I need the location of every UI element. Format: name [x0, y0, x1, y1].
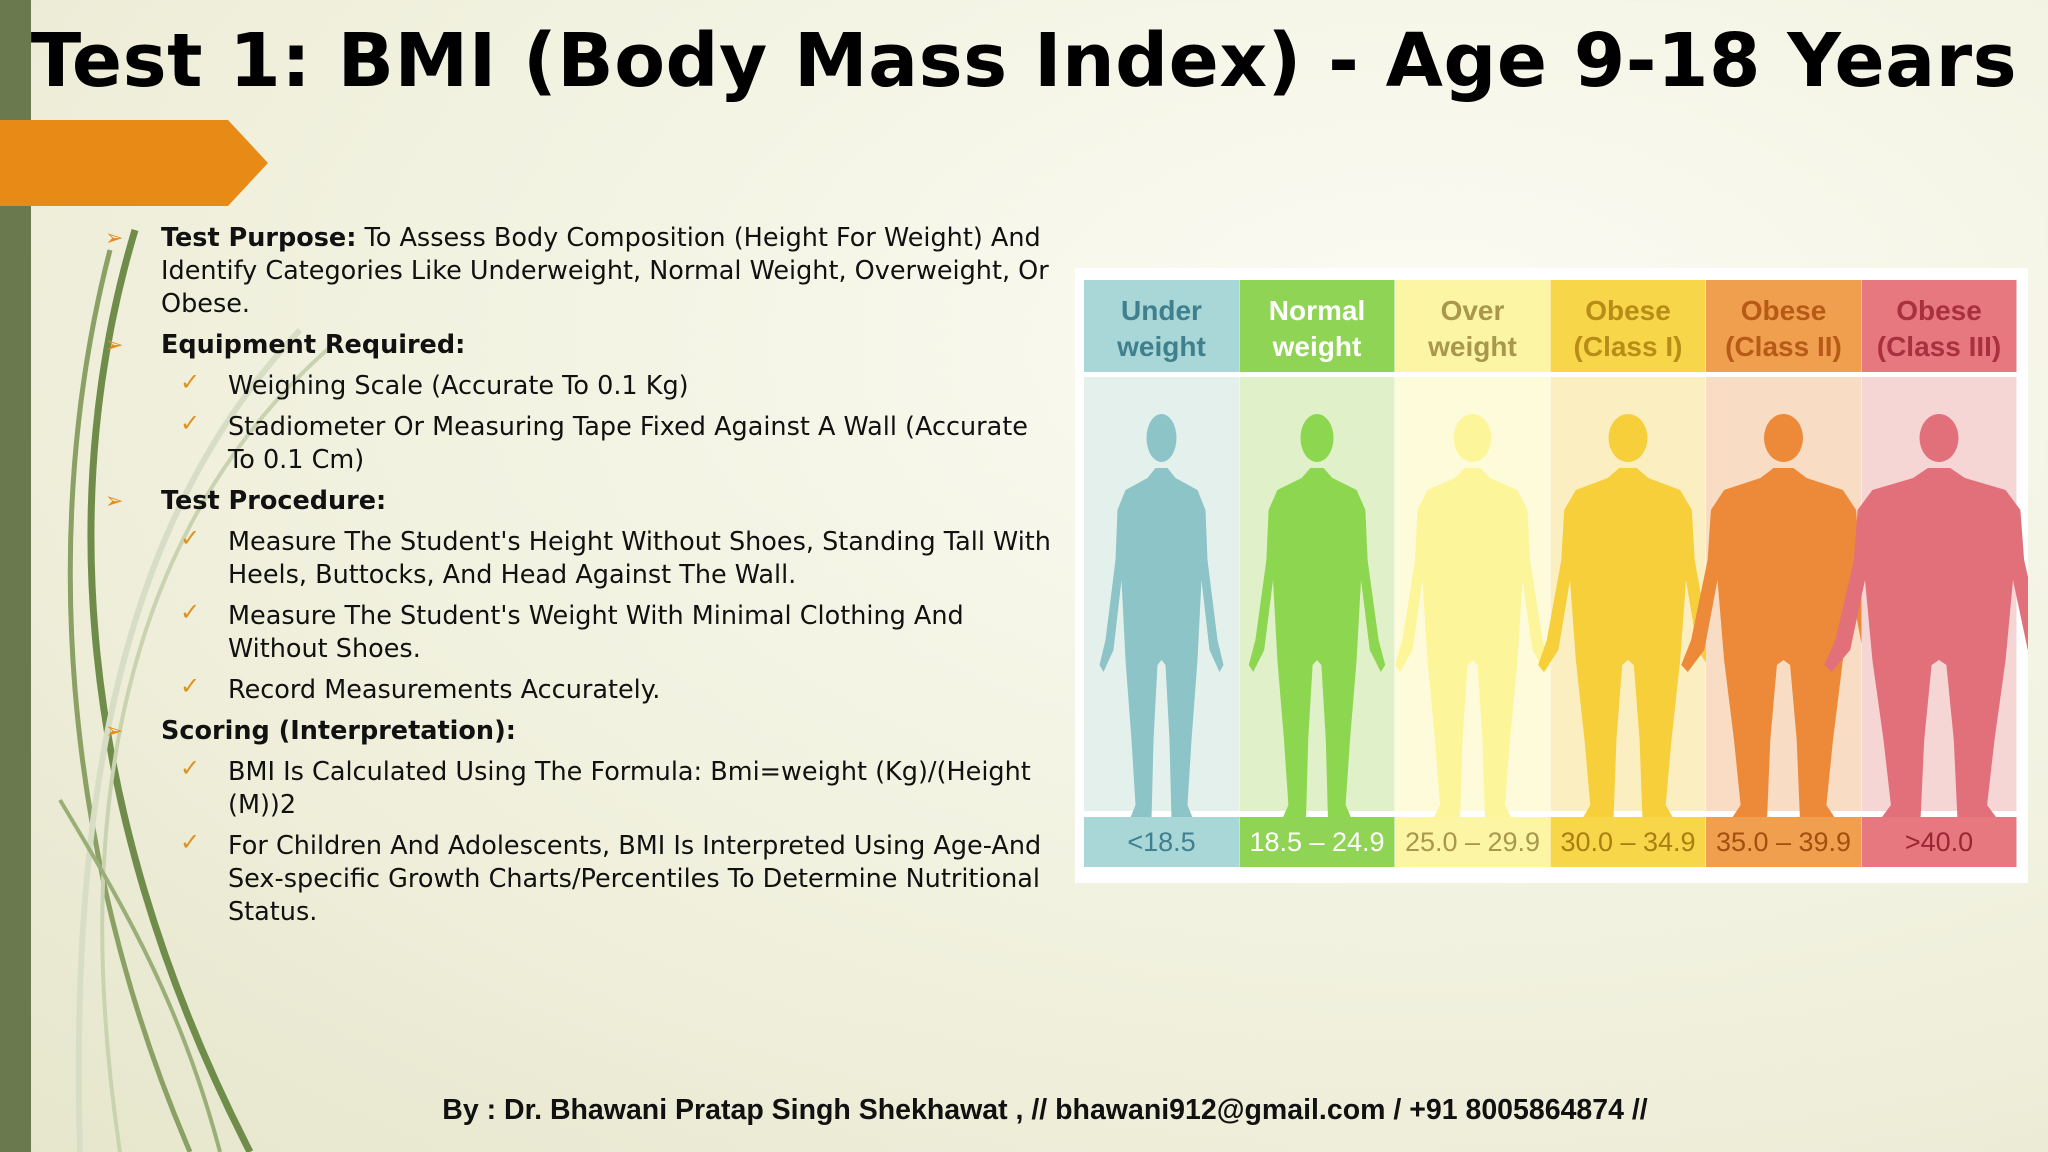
check-mark: ✓ [180, 368, 201, 396]
range-label: 18.5 – 24.9 [1249, 827, 1384, 857]
range-box [1395, 817, 1550, 867]
body-head [1300, 414, 1334, 462]
column-header [1550, 280, 1706, 372]
column-label: Under [1121, 295, 1202, 326]
body-silhouette [1538, 468, 1718, 820]
list-item: ✓ Measure The Student's Weight With Minim… [180, 598, 1061, 666]
column-label: Obese [1896, 295, 1982, 326]
section: ➢ Scoring (Interpretation): ✓ BMI Is Calcul… [105, 715, 1061, 929]
check-mark: ✓ [180, 672, 201, 700]
section: ➢ Test Purpose: To Assess Body Compositio… [105, 222, 1061, 321]
bullet-arrow: ➢ [105, 489, 124, 514]
column-label: weight [1272, 331, 1362, 362]
bmi-chart: Under weight <18.5 Normal weight 18.5 – 24.9 O… [1075, 268, 2028, 883]
column-header [1239, 280, 1395, 372]
bmi-column: Obese (Class I) 30.0 – 34.9 [1538, 280, 1718, 867]
column-label: (Class III) [1877, 331, 2001, 362]
list-item: ✓ Measure The Student's Height Without Sh… [180, 524, 1061, 592]
bullet-arrow: ➢ [105, 719, 124, 744]
decoration [58, 228, 330, 1152]
column-label: Obese [1585, 295, 1671, 326]
body-head [1453, 414, 1492, 462]
section-label: Test Procedure: [161, 486, 387, 516]
range-box [1861, 817, 2017, 867]
list-item: ✓ BMI Is Calculated Using The Formula: Bm… [180, 754, 1061, 822]
column-label: Over [1441, 295, 1505, 326]
accent-arrow [0, 120, 268, 206]
item-text: Measure The Student's Weight With Minima… [228, 601, 964, 664]
column-label: Obese [1741, 295, 1827, 326]
item-text: Weighing Scale (Accurate To 0.1 Kg) [228, 371, 689, 401]
body-silhouette [1099, 468, 1224, 820]
list-item: ✓ Weighing Scale (Accurate To 0.1 Kg) [180, 368, 1061, 403]
body-head [1608, 414, 1648, 462]
range-box [1084, 817, 1239, 867]
check-mark: ✓ [180, 409, 201, 437]
check-mark: ✓ [180, 754, 201, 782]
range-label: 35.0 – 39.9 [1716, 827, 1851, 857]
column-label: Normal [1269, 295, 1365, 326]
column-label: weight [1116, 331, 1206, 362]
footer: By : Dr. Bhawani Pratap Singh Shekhawat … [442, 1094, 1648, 1126]
bmi-column: Over weight 25.0 – 29.9 [1395, 280, 1550, 867]
check-mark: ✓ [180, 598, 201, 626]
item-text: BMI Is Calculated Using The Formula: Bmi… [228, 757, 1031, 820]
body-silhouette [1681, 468, 1886, 820]
item-text: Record Measurements Accurately. [228, 675, 661, 705]
check-mark: ✓ [180, 828, 201, 856]
section-text: To Assess Body Composition (Height For W… [161, 223, 1049, 319]
column-label: (Class I) [1574, 331, 1683, 362]
body-silhouette [1824, 468, 2028, 820]
bullet-arrow: ➢ [105, 226, 124, 251]
content: ➢ Test Purpose: To Assess Body Compositio… [105, 222, 1061, 937]
column-header [1861, 280, 2017, 372]
bmi-column: Obese (Class II) 35.0 – 39.9 [1681, 280, 1886, 867]
column-label: weight [1427, 331, 1517, 362]
range-label: 30.0 – 34.9 [1560, 827, 1695, 857]
body-head [1764, 414, 1803, 462]
section: ➢ Test Procedure: ✓ Measure The Student's H… [105, 485, 1061, 707]
section-label: Equipment Required: [161, 330, 466, 360]
title: Test 1: BMI (Body Mass Index) - Age 9-18… [30, 18, 2018, 104]
range-box [1706, 817, 1861, 867]
list-item: ✓ Stadiometer Or Measuring Tape Fixed Aga… [180, 409, 1061, 477]
bullet-arrow: ➢ [105, 333, 124, 358]
range-label: 25.0 – 29.9 [1405, 827, 1540, 857]
column-header [1395, 280, 1550, 372]
list-item: ✓ Record Measurements Accurately. [180, 672, 1061, 707]
column-header [1084, 280, 1239, 372]
range-box [1239, 817, 1395, 867]
item-text: Stadiometer Or Measuring Tape Fixed Agai… [228, 412, 1028, 475]
body-silhouette [1248, 468, 1386, 820]
check-mark: ✓ [180, 524, 201, 552]
bmi-column: Obese (Class III) >40.0 [1824, 280, 2028, 867]
range-box [1550, 817, 1706, 867]
column-label: (Class II) [1725, 331, 1842, 362]
range-label: >40.0 [1905, 827, 1973, 857]
body-head [1919, 414, 1959, 462]
section: ➢ Equipment Required: ✓ Weighing Scale (Acc… [105, 329, 1061, 477]
body-head [1146, 414, 1177, 462]
item-text: For Children And Adolescents, BMI Is Int… [228, 831, 1042, 927]
range-label: <18.5 [1127, 827, 1195, 857]
body-silhouette [1395, 468, 1550, 820]
column-header [1706, 280, 1861, 372]
list-item: ✓ For Children And Adolescents, BMI Is In… [180, 828, 1061, 929]
bmi-column: Normal weight 18.5 – 24.9 [1239, 280, 1395, 867]
section-label: Scoring (Interpretation): [161, 716, 516, 746]
item-text: Measure The Student's Height Without Sho… [228, 527, 1051, 590]
bmi-column: Under weight <18.5 [1084, 280, 1239, 867]
section-label: Test Purpose: [161, 223, 357, 253]
